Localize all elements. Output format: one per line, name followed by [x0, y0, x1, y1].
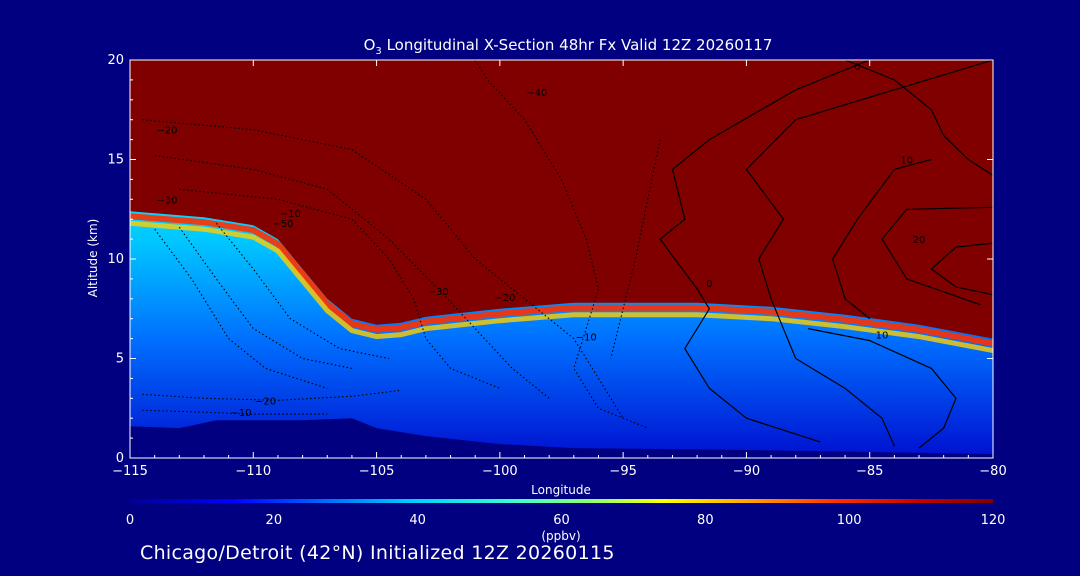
colorbar-tick-label: 60 [553, 513, 570, 528]
contour-line-positive [844, 60, 993, 176]
footer-caption: Chicago/Detroit (42°N) Initialized 12Z 2… [140, 542, 615, 564]
contour-label: 0 [854, 62, 860, 73]
colorbar-unit-label: (ppbv) [541, 529, 580, 543]
y-tick-label: 5 [116, 352, 124, 367]
contour-label: −20 [494, 293, 515, 304]
contour-line-positive [745, 60, 993, 447]
contour-label: 10 [876, 331, 889, 342]
contour-label: −10 [576, 333, 597, 344]
colorbar-tick-label: 120 [981, 513, 1006, 528]
contour-label: 10 [900, 155, 913, 166]
contour-label: −50 [272, 219, 293, 230]
terrain-mask [130, 418, 993, 458]
y-tick-label: 15 [107, 153, 124, 168]
contour-label: 20 [913, 235, 926, 246]
contour-lines [142, 60, 993, 449]
colorbar-tick-label: 40 [409, 513, 426, 528]
contour-line-negative [142, 119, 624, 419]
contour-label: 0 [706, 279, 712, 290]
x-tick-label: −110 [235, 464, 271, 479]
contour-line-negative [142, 389, 402, 401]
y-axis-label: Altitude (km) [86, 219, 100, 298]
contour-line-positive [659, 60, 870, 443]
colorbar-tick-label: 0 [126, 513, 134, 528]
x-tick-label: −95 [609, 464, 636, 479]
contour-line-positive [881, 206, 993, 306]
ozone-120-region [130, 60, 993, 339]
contour-label: −20 [156, 126, 177, 137]
y-tick-label: 0 [116, 451, 124, 466]
contour-line-negative [179, 188, 501, 389]
ozone-transition-band-yellow [130, 220, 993, 353]
contour-line-positive [807, 328, 957, 449]
chart-title: O3 Longitudinal X-Section 48hr Fx Valid … [364, 36, 773, 57]
colorbar-ticks: 0 20 40 60 80 100 120 [126, 513, 1006, 528]
x-axis: −115 −110 −105 −100 −95 −90 −85 −80 [112, 60, 1007, 479]
colorbar-tick-label: 20 [266, 513, 283, 528]
contour-line-negative [610, 139, 661, 359]
y-axis: 0 5 10 15 20 [107, 53, 993, 466]
contour-label: −30 [156, 195, 177, 206]
x-tick-label: −100 [482, 464, 518, 479]
contour-line-negative [154, 228, 328, 389]
contour-line-negative [154, 154, 550, 399]
colorbar-tick-label: 100 [837, 513, 862, 528]
contour-label: −40 [526, 88, 547, 99]
x-tick-label: −90 [733, 464, 760, 479]
colorbar: 0 20 40 60 80 100 120 (ppbv) [126, 499, 1006, 543]
y-tick-label: 10 [107, 252, 124, 267]
contour-line-positive [930, 242, 993, 296]
contour-label: −30 [428, 287, 449, 298]
x-tick-label: −115 [112, 464, 148, 479]
contour-line-positive [832, 158, 932, 320]
ozone-transition-band [130, 213, 993, 347]
x-tick-label: −80 [979, 464, 1006, 479]
x-tick-label: −85 [856, 464, 883, 479]
x-axis-label: Longitude [531, 483, 591, 497]
contour-label: −20 [255, 396, 276, 407]
colorbar-gradient [130, 499, 993, 503]
contour-label: −10 [230, 408, 251, 419]
contour-label: −10 [280, 209, 301, 220]
y-tick-label: 20 [107, 53, 124, 68]
contour-line-negative [142, 409, 328, 415]
contour-line-negative [215, 222, 390, 360]
colorbar-tick-label: 80 [697, 513, 714, 528]
x-tick-label: −105 [359, 464, 395, 479]
